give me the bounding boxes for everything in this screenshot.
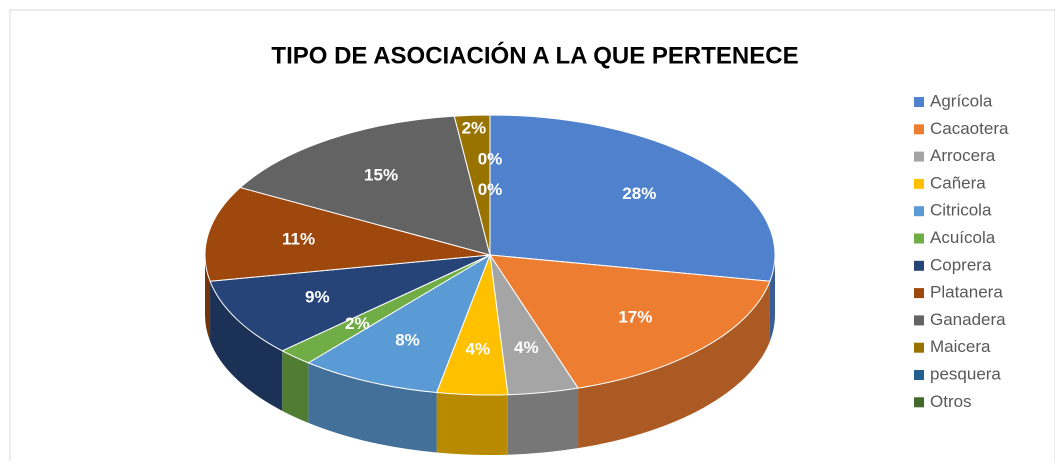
data-label: 4% — [514, 338, 539, 357]
legend-swatch — [914, 342, 924, 353]
data-label: 28% — [622, 184, 656, 203]
data-label: 0% — [478, 180, 503, 199]
legend-swatch — [914, 315, 924, 326]
data-label: 2% — [345, 314, 370, 333]
legend-swatch — [914, 233, 924, 244]
legend-label: Otros — [930, 392, 972, 411]
legend-label: Ganadera — [930, 310, 1006, 329]
data-label: 2% — [462, 119, 487, 138]
legend-label: Coprera — [930, 255, 992, 274]
legend-label: Arrocera — [930, 146, 996, 165]
legend-swatch — [914, 178, 924, 189]
chart-title: TIPO DE ASOCIACIÓN A LA QUE PERTENECE — [271, 41, 798, 69]
slice-side — [769, 255, 776, 342]
legend-label: Acuícola — [930, 228, 996, 247]
legend-swatch — [914, 206, 924, 217]
slice-side — [210, 281, 283, 411]
slice — [239, 115, 491, 256]
data-label: 11% — [282, 230, 315, 249]
slice — [489, 254, 771, 389]
legend-swatch — [914, 97, 924, 107]
data-label: 9% — [305, 288, 330, 307]
legend-label: Cañera — [930, 173, 986, 192]
data-label: 8% — [395, 331, 420, 350]
legend-swatch — [914, 370, 924, 380]
slice — [307, 253, 491, 394]
legend-label: pesquera — [930, 364, 1001, 383]
legend-label: Maicera — [930, 337, 991, 356]
data-label: 15% — [364, 166, 398, 185]
slice-side — [507, 388, 579, 455]
slice-side — [282, 350, 309, 423]
legend-swatch — [914, 397, 924, 408]
slice — [209, 254, 491, 352]
legend-label: Agrícola — [930, 91, 993, 110]
slice — [489, 114, 776, 282]
legend-label: Platanera — [930, 283, 1003, 302]
legend-label: Cacaotera — [930, 119, 1009, 138]
legend-swatch — [914, 288, 924, 299]
slice-side — [308, 362, 437, 453]
legend-swatch — [914, 151, 924, 162]
slice-side — [578, 281, 770, 449]
legend-label: Citricola — [930, 201, 992, 220]
data-label: 17% — [618, 307, 652, 326]
slice-side — [436, 392, 508, 455]
data-label: 0% — [478, 149, 503, 168]
legend-swatch — [914, 260, 924, 271]
legend-swatch — [914, 124, 924, 135]
slice — [204, 187, 491, 282]
data-label: 4% — [466, 339, 491, 358]
slice-side — [205, 255, 211, 342]
